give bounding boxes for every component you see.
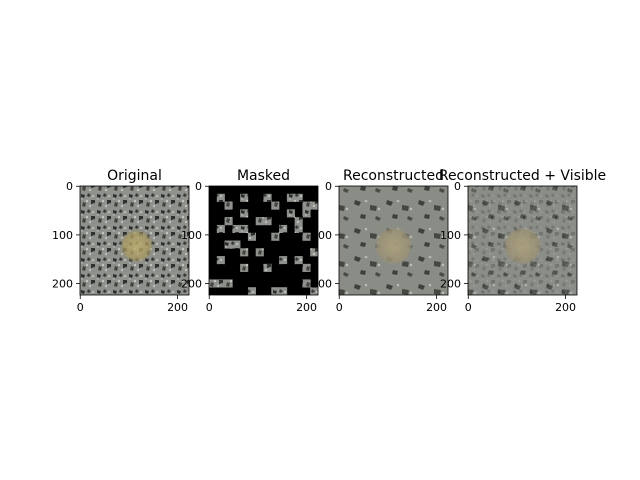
y-tick-label: 0 (66, 180, 73, 193)
x-tick-label: 200 (167, 301, 188, 314)
axes-frame (208, 185, 319, 296)
visible-patch (232, 224, 241, 234)
y-tick-label: 200 (52, 278, 73, 291)
axes-frame (338, 185, 449, 296)
visible-patch (286, 193, 295, 202)
visible-patch (240, 263, 249, 272)
x-tick-label: 0 (206, 301, 213, 314)
visible-patch (294, 193, 303, 202)
x-tick-label: 200 (426, 301, 447, 314)
visible-patch (294, 224, 303, 234)
panel-original: Original 0 100 200 0 200 (52, 168, 190, 314)
visible-patch (232, 240, 241, 249)
visible-patch (271, 287, 280, 295)
panel-image (339, 186, 448, 295)
visible-patch (247, 287, 257, 295)
y-tick-label: 100 (181, 229, 202, 242)
visible-patch (224, 240, 233, 249)
visible-patch (302, 263, 311, 272)
visible-patch (263, 263, 272, 272)
panel-image (468, 186, 577, 295)
visible-patch (263, 217, 272, 226)
axes-frame (79, 185, 190, 296)
visible-patch (279, 287, 288, 295)
visible-patch (271, 232, 280, 241)
visible-patch (279, 256, 288, 265)
visible-patch (240, 224, 249, 234)
visible-patch (302, 279, 311, 288)
visible-patch (302, 201, 311, 210)
visible-patch (216, 193, 225, 202)
panel-masked: Masked 0 100 200 0 200 (181, 168, 319, 314)
visible-patch (255, 248, 264, 257)
yellow-blob (119, 228, 155, 264)
visible-patch (310, 201, 318, 210)
y-tick-label: 100 (52, 229, 73, 242)
visible-patch (224, 201, 233, 210)
visible-patch (310, 248, 318, 257)
visible-patch (247, 232, 257, 241)
x-tick-label: 0 (336, 301, 343, 314)
visible-patch (286, 209, 295, 218)
y-tick-label: 100 (311, 229, 332, 242)
visible-patch (302, 209, 311, 218)
visible-patch (240, 193, 249, 202)
x-tick-label: 200 (555, 301, 576, 314)
x-tick-label: 0 (465, 301, 472, 314)
x-tick-label: 0 (77, 301, 84, 314)
visible-patch (271, 201, 280, 210)
axes-frame (467, 185, 578, 296)
reconstructed-blob (502, 225, 543, 267)
visible-patch (216, 224, 225, 234)
visible-patch (294, 217, 303, 226)
visible-patch (209, 279, 218, 288)
reconstructed-blob (373, 225, 414, 267)
visible-patch (255, 217, 264, 226)
panel-image (80, 186, 189, 295)
y-tick-label: 0 (195, 180, 202, 193)
visible-patch (240, 248, 249, 257)
visible-patch (216, 279, 225, 288)
visible-patch (216, 256, 225, 265)
y-tick-label: 200 (440, 278, 461, 291)
visible-patch (310, 287, 318, 295)
y-tick-label: 200 (181, 278, 202, 291)
y-tick-label: 0 (325, 180, 332, 193)
panel-title: Reconstructed + Visible (439, 168, 606, 184)
visible-patch (224, 217, 233, 226)
visible-patch (224, 279, 233, 288)
panel-image (209, 186, 318, 295)
panel-title: Original (107, 168, 162, 184)
visible-patch (279, 224, 288, 234)
panel-title: Reconstructed (343, 168, 444, 184)
visible-patch (294, 256, 303, 265)
y-tick-label: 100 (440, 229, 461, 242)
panel-title: Masked (237, 168, 290, 184)
y-tick-label: 200 (311, 278, 332, 291)
x-tick-label: 200 (296, 301, 317, 314)
visible-patch (302, 232, 311, 241)
panel-reconstructed: Reconstructed 0 100 200 0 200 (311, 168, 449, 314)
visible-patch (263, 193, 272, 202)
visible-patch (240, 209, 249, 218)
y-tick-label: 0 (454, 180, 461, 193)
